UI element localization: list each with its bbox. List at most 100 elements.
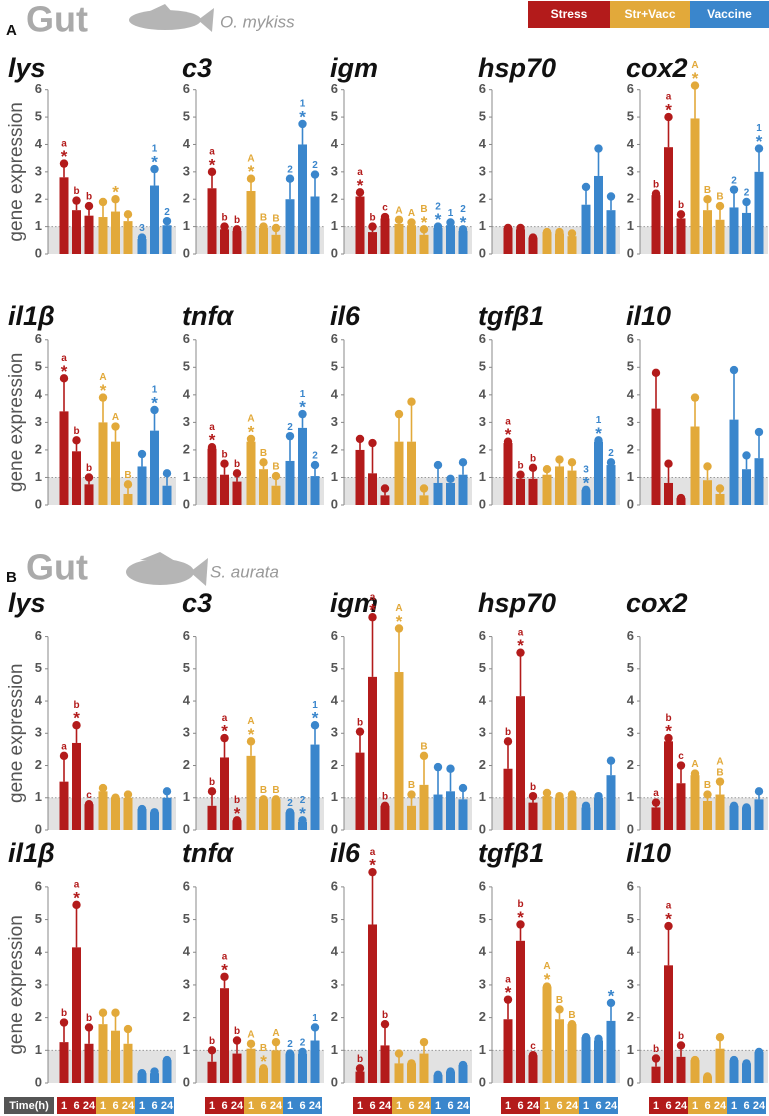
bar [259, 469, 268, 505]
error-cap [380, 212, 390, 222]
error-cap [715, 1033, 725, 1042]
bar [111, 441, 120, 505]
y-tick-label: 3 [331, 163, 338, 178]
significance-label: b [653, 1044, 659, 1055]
y-tick-label: 1 [331, 469, 338, 484]
significance-label: 2 [460, 204, 466, 215]
significance-label: * [396, 612, 403, 631]
significance-label: a [666, 901, 672, 912]
bar [528, 802, 538, 830]
bar [516, 229, 525, 254]
bar [271, 1050, 281, 1083]
error-cap [271, 471, 281, 481]
significance-label: b [357, 1054, 363, 1065]
bar [433, 794, 443, 830]
y-tick-label: 1 [479, 1042, 486, 1057]
significance-label: * [435, 210, 442, 229]
y-tick-label: 3 [627, 976, 634, 991]
y-tick-label: 5 [331, 359, 338, 374]
time-label: 24 [309, 1100, 322, 1112]
significance-label: c [86, 790, 92, 801]
error-cap [355, 1064, 365, 1073]
error-cap [59, 751, 69, 761]
y-tick-label: 0 [331, 1074, 338, 1089]
bar [581, 1037, 591, 1083]
significance-label: B [704, 780, 711, 791]
bar [419, 784, 429, 830]
bar [458, 474, 468, 505]
y-tick-label: 2 [331, 441, 338, 456]
time-label: 1 [357, 1100, 363, 1112]
significance-label: a [505, 974, 511, 985]
significance-label: B [408, 780, 415, 791]
significance-label: * [756, 132, 763, 151]
bar [207, 1061, 217, 1083]
bar [664, 147, 673, 254]
y-tick-label: 5 [331, 109, 338, 124]
error-cap [754, 1047, 764, 1057]
error-cap [232, 816, 242, 825]
y-tick-label: 4 [331, 136, 339, 151]
bar [446, 225, 455, 254]
bar [232, 1053, 242, 1083]
bar [703, 480, 712, 505]
y-tick-label: 4 [479, 136, 487, 151]
bar [690, 118, 700, 254]
bar [111, 797, 120, 830]
significance-label: * [665, 910, 672, 929]
time-label: 24 [753, 1100, 766, 1112]
bar [220, 474, 229, 505]
error-cap [59, 374, 69, 383]
time-label: 24 [83, 1100, 96, 1112]
y-tick-label: 3 [35, 725, 42, 740]
y-tick-label: 5 [479, 109, 486, 124]
error-cap [59, 159, 69, 168]
y-tick-label: 4 [331, 692, 339, 707]
error-cap [664, 921, 673, 931]
bar [394, 1063, 404, 1083]
panel: il10 0 1 2 3 4 5 6 [626, 301, 768, 511]
bar [433, 482, 443, 505]
error-cap [220, 972, 229, 981]
significance-label: 2 [731, 175, 737, 186]
error-cap [433, 222, 443, 231]
panel: hsp70 0 1 2 3 4 5 6 [478, 53, 620, 260]
time-label: 24 [122, 1100, 135, 1112]
error-cap [433, 1070, 443, 1080]
legend-swatch [690, 1, 769, 28]
error-cap [594, 144, 603, 153]
error-cap [458, 783, 468, 793]
significance-label: 2 [312, 160, 318, 171]
bar [355, 196, 365, 254]
error-cap [368, 438, 377, 448]
header-b: B Gut S. aurata [6, 547, 279, 588]
error-cap [503, 437, 513, 446]
y-tick-label: 3 [627, 414, 634, 429]
significance-label: * [248, 422, 255, 441]
time-label: 6 [704, 1100, 710, 1112]
error-cap [407, 1059, 416, 1068]
time-label: 24 [566, 1100, 579, 1112]
panel-title: lys [8, 53, 46, 83]
error-cap [380, 801, 390, 811]
error-cap [594, 1034, 603, 1044]
error-cap [729, 1055, 739, 1065]
bar [581, 807, 591, 830]
bar [606, 465, 616, 505]
error-cap [651, 1054, 661, 1063]
significance-label: A [543, 961, 550, 972]
error-cap [703, 790, 712, 799]
significance-label: b [73, 426, 79, 437]
significance-label: * [665, 101, 672, 120]
significance-label: b [382, 1010, 388, 1021]
significance-label: b [209, 777, 215, 788]
bar [72, 742, 81, 830]
error-cap [162, 216, 172, 226]
y-tick-label: 5 [627, 911, 634, 926]
panel-title: igm [330, 53, 378, 83]
significance-label: * [299, 107, 306, 126]
